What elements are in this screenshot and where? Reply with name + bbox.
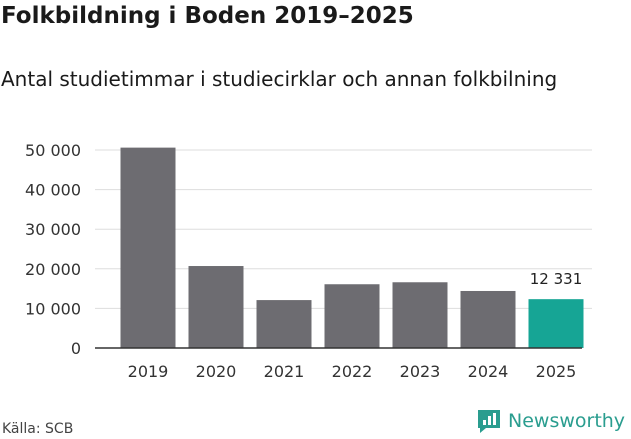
bar-2025 bbox=[528, 299, 584, 348]
y-axis-labels: 0 10 000 20 000 30 000 40 000 50 000 bbox=[25, 141, 81, 358]
x-tick-label: 2023 bbox=[400, 362, 441, 381]
y-tick-label: 10 000 bbox=[25, 299, 81, 318]
x-tick-label: 2020 bbox=[196, 362, 237, 381]
y-tick-label: 0 bbox=[71, 339, 81, 358]
newsworthy-logo-icon bbox=[478, 410, 500, 433]
annotations: 12 331 bbox=[530, 270, 583, 288]
data-label-2025: 12 331 bbox=[530, 270, 583, 288]
bar-2020 bbox=[188, 266, 244, 348]
x-tick-label: 2019 bbox=[128, 362, 169, 381]
chart-subtitle: Antal studietimmar i studiecirklar och a… bbox=[1, 67, 558, 91]
y-tick-label: 20 000 bbox=[25, 260, 81, 279]
x-tick-label: 2022 bbox=[332, 362, 373, 381]
bars bbox=[120, 147, 584, 348]
y-tick-label: 40 000 bbox=[25, 181, 81, 200]
y-tick-label: 50 000 bbox=[25, 141, 81, 160]
bar-2021 bbox=[256, 300, 312, 348]
x-tick-label: 2025 bbox=[536, 362, 577, 381]
x-tick-label: 2024 bbox=[468, 362, 509, 381]
chart-title: Folkbildning i Boden 2019–2025 bbox=[1, 3, 414, 29]
bar-2023 bbox=[392, 282, 448, 348]
bar-2024 bbox=[460, 290, 516, 348]
y-tick-label: 30 000 bbox=[25, 220, 81, 239]
x-tick-label: 2021 bbox=[264, 362, 305, 381]
newsworthy-logo-text: Newsworthy bbox=[508, 410, 626, 432]
bar-2022 bbox=[324, 284, 380, 348]
source-note: Källa: SCB bbox=[2, 421, 74, 437]
bar-chart: 0 10 000 20 000 30 000 40 000 50 000 2019 2020… bbox=[25, 141, 592, 381]
newsworthy-logo: Newsworthy bbox=[476, 408, 625, 434]
bar-2019 bbox=[120, 147, 176, 348]
x-axis-labels: 2019 2020 2021 2022 2023 2024 2025 bbox=[128, 362, 577, 381]
